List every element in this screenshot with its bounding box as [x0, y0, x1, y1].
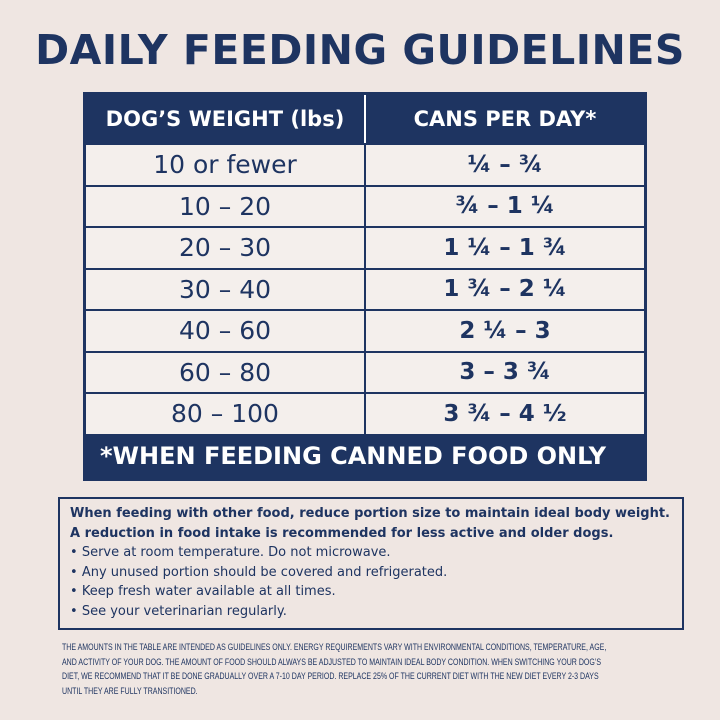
table-row: 30 – 40 1 ¾ – 2 ¼: [86, 267, 644, 309]
table-row: 10 or fewer ¼ – ¾: [86, 143, 644, 185]
disclaimer: THE AMOUNTS IN THE TABLE ARE INTENDED AS…: [62, 640, 606, 698]
table-cell: 1 ¼ – 1 ¾: [443, 234, 567, 261]
disclaimer-line: UNTIL THEY ARE FULLY TRANSITIONED.: [62, 685, 198, 696]
table-row: 80 – 100 3 ¾ – 4 ½: [86, 392, 644, 434]
table-row: 20 – 30 1 ¼ – 1 ¾: [86, 226, 644, 268]
table-cell: 30 – 40: [86, 269, 366, 309]
bullet: Serve at room temperature. Do not microw…: [70, 543, 672, 563]
bullet: Keep fresh water available at all times.: [70, 582, 672, 602]
intro-line: A reduction in food intake is recommende…: [70, 525, 614, 541]
title: DAILY FEEDING GUIDELINES: [35, 26, 685, 74]
table-cell: 3 – 3 ¾: [459, 359, 551, 386]
table-cell: ¾ – 1 ¼: [455, 193, 555, 220]
table-cell: 20 – 30: [86, 228, 366, 268]
table-cell: 10 or fewer: [86, 145, 366, 185]
bullet: See your veterinarian regularly.: [70, 602, 672, 622]
table-cell: ¼ – ¾: [467, 151, 543, 178]
feeding-table: DOG’S WEIGHT (lbs) CANS PER DAY* 10 or f…: [83, 92, 647, 481]
table-cell: 1 ¾ – 2 ¼: [443, 276, 567, 303]
table-cell: 40 – 60: [86, 311, 366, 351]
table-row: 60 – 80 3 – 3 ¾: [86, 350, 644, 392]
table-row: 10 – 20 ¾ – 1 ¼: [86, 184, 644, 226]
disclaimer-line: AND ACTIVITY OF YOUR DOG. THE AMOUNT OF …: [62, 656, 602, 667]
table-cell: 2 ¼ – 3: [459, 317, 551, 344]
header-cell: CANS PER DAY*: [413, 107, 597, 131]
table-cell: 80 – 100: [86, 394, 366, 434]
table-footnote: *WHEN FEEDING CANNED FOOD ONLY: [86, 433, 644, 478]
bullet-list: Serve at room temperature. Do not microw…: [70, 543, 672, 621]
disclaimer-line: DIET, WE RECOMMEND THAT IT BE DONE GRADU…: [62, 671, 599, 681]
table-cell: 60 – 80: [86, 352, 366, 392]
header-cell: DOG’S WEIGHT (lbs): [86, 95, 366, 143]
table-header: DOG’S WEIGHT (lbs) CANS PER DAY*: [86, 95, 644, 143]
disclaimer-line: THE AMOUNTS IN THE TABLE ARE INTENDED AS…: [62, 642, 607, 652]
table-cell: 3 ¾ – 4 ½: [443, 400, 567, 427]
intro-line: When feeding with other food, reduce por…: [70, 506, 670, 521]
notes-box: When feeding with other food, reduce por…: [58, 497, 684, 630]
table-row: 40 – 60 2 ¼ – 3: [86, 309, 644, 351]
table-body: 10 or fewer ¼ – ¾ 10 – 20 ¾ – 1 ¼ 20 – 30 1 ¼…: [86, 143, 644, 434]
table-cell: 10 – 20: [86, 186, 366, 226]
bullet: Any unused portion should be covered and…: [70, 563, 672, 583]
